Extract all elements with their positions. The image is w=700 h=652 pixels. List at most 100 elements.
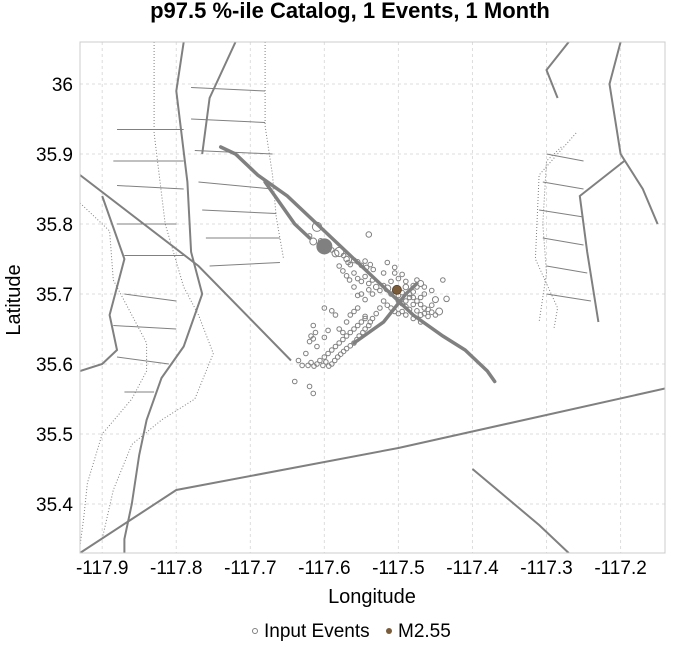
event-point [388, 278, 394, 285]
event-point [360, 329, 366, 336]
fault-line [608, 42, 659, 225]
event-point [402, 283, 410, 291]
event-point [347, 343, 354, 349]
y-axis-label: Latitude [3, 264, 25, 335]
fault-hatch [546, 153, 584, 162]
event-point [291, 378, 298, 385]
event-point [310, 390, 317, 397]
event-point [410, 289, 417, 295]
event-point [363, 264, 370, 271]
x-tick-label: -117.2 [594, 558, 646, 579]
fault-hatch [116, 185, 184, 190]
event-point [362, 273, 368, 280]
fault-hatch [539, 209, 584, 218]
event-point [384, 302, 391, 309]
event-point [308, 333, 314, 339]
event-point [320, 362, 326, 369]
event-point [306, 383, 313, 390]
legend-label-m2-55: M2.55 [398, 621, 451, 642]
event-point [328, 308, 335, 314]
event-point [395, 275, 402, 282]
event-markers [291, 221, 450, 397]
event-point [365, 322, 372, 329]
x-tick-label: -117.7 [224, 558, 276, 579]
event-point [414, 298, 420, 304]
event-point [417, 301, 424, 308]
chart-title: p97.5 %-ile Catalog, 1 Events, 1 Month [150, 0, 550, 23]
fault-line [101, 42, 214, 540]
event-point [332, 343, 339, 350]
fault-hatch [198, 181, 273, 190]
event-point [354, 336, 360, 343]
x-tick-label: -117.9 [76, 558, 128, 579]
fault-line [80, 174, 292, 362]
event-point [365, 287, 372, 293]
y-tick-label: 35.7 [36, 285, 73, 306]
event-point [406, 294, 413, 301]
event-point [343, 319, 350, 325]
event-point [417, 294, 424, 301]
event-point [428, 302, 435, 309]
event-point [331, 249, 340, 258]
plot-frame [79, 41, 666, 554]
event-point [403, 298, 409, 304]
event-point [380, 298, 387, 304]
event-point [340, 336, 346, 343]
event-point [428, 309, 435, 316]
event-point [380, 270, 387, 276]
event-point [365, 280, 372, 287]
fault-hatch [124, 293, 177, 302]
fault-hatch [202, 209, 277, 214]
event-point [350, 257, 358, 264]
legend-marker-m2-55 [386, 628, 392, 634]
fault-hatch [546, 265, 588, 274]
event-point [295, 357, 302, 364]
event-point [351, 326, 357, 332]
fault-line [80, 202, 148, 547]
event-point [435, 307, 444, 316]
fault-line [263, 180, 312, 240]
event-point [410, 301, 417, 308]
fault-lines [80, 42, 665, 553]
legend-marker-input-events [252, 628, 258, 634]
event-point [425, 313, 431, 320]
event-point [421, 305, 428, 311]
event-point [321, 305, 328, 311]
event-point [443, 295, 450, 303]
event-point [431, 296, 439, 304]
event-point [362, 258, 368, 264]
y-tick-label: 35.5 [36, 425, 73, 446]
y-tick-label: 35.4 [36, 495, 73, 516]
event-point [391, 264, 398, 271]
event-point [347, 261, 354, 268]
event-point [399, 301, 405, 307]
event-point [388, 291, 394, 297]
grid [80, 42, 665, 553]
event-point [388, 305, 394, 311]
fault-hatch [546, 293, 592, 302]
event-point [326, 363, 332, 369]
event-point [305, 362, 311, 369]
fault-hatch [113, 325, 177, 330]
event-point [309, 237, 318, 246]
event-point [343, 273, 350, 279]
event-point [414, 277, 420, 283]
event-point [354, 275, 361, 282]
fault-line [123, 42, 204, 553]
event-point [340, 348, 347, 355]
event-point [358, 319, 365, 325]
event-point [310, 322, 317, 329]
event-point [351, 284, 357, 290]
fault-line [264, 42, 285, 260]
legend: Input Events M2.55 [252, 621, 451, 642]
event-point [403, 303, 409, 310]
event-point [351, 270, 357, 276]
event-point [347, 312, 354, 318]
fault-hatch [191, 118, 266, 123]
event-point [406, 306, 413, 313]
y-tick-label: 35.6 [36, 355, 73, 376]
event-point [373, 310, 380, 317]
event-point [325, 327, 331, 334]
event-point [403, 312, 409, 318]
fault-hatch [542, 237, 584, 246]
